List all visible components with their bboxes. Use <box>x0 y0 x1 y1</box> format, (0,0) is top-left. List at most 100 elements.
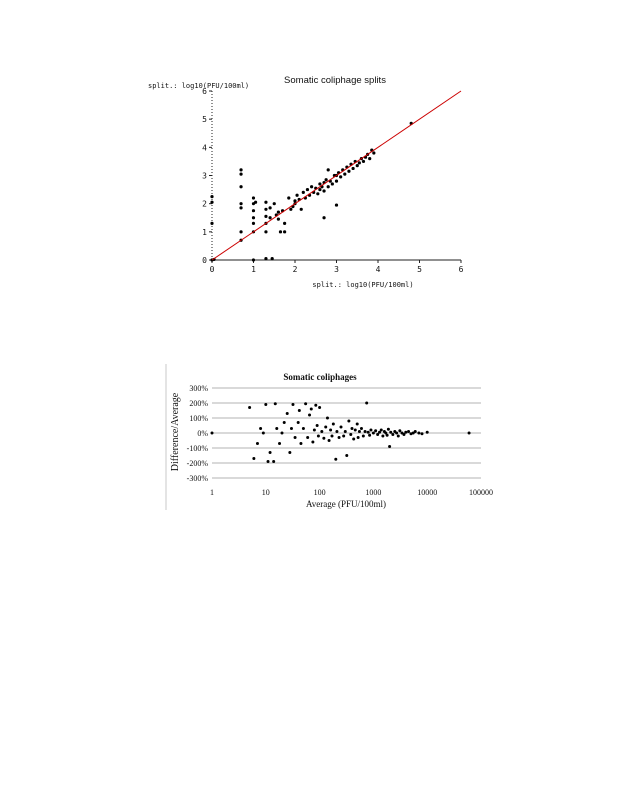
chart1-y-tick-label: 3 <box>202 172 207 181</box>
chart1-y-tick-label: 2 <box>202 200 207 209</box>
chart1-point <box>330 182 334 186</box>
chart2-point <box>322 436 326 440</box>
chart2-point <box>273 402 277 406</box>
chart1-point <box>287 196 291 200</box>
chart1-point <box>210 200 214 204</box>
chart1-point <box>334 179 339 183</box>
chart1-point <box>239 206 243 210</box>
chart2-point <box>385 433 389 437</box>
chart1-point <box>251 216 256 220</box>
chart1-point <box>264 256 268 261</box>
chart1-point <box>347 169 351 173</box>
chart1-point <box>355 164 359 168</box>
chart1-point <box>239 202 243 206</box>
chart1-point <box>283 230 287 234</box>
chart1-point <box>264 230 268 234</box>
chart2-point <box>356 436 360 439</box>
chart2-point <box>379 428 383 432</box>
chart2-point <box>315 424 319 427</box>
chart2-point <box>301 427 305 430</box>
chart1-y-tick-label: 0 <box>202 256 207 265</box>
chart2-point <box>404 430 408 434</box>
chart2-point <box>264 403 268 406</box>
chart2-ylabel: Difference/Average <box>170 392 181 471</box>
chart1-point <box>268 206 272 210</box>
chart2-point <box>350 427 354 430</box>
chart1-fit-line <box>211 90 462 261</box>
chart1-point <box>276 210 280 214</box>
chart1-point <box>251 258 256 262</box>
chart1-point <box>251 209 256 213</box>
chart2-point <box>396 434 400 438</box>
chart2-title: Somatic coliphages <box>283 372 357 382</box>
chart2-point <box>282 421 286 424</box>
chart2-point <box>402 433 406 436</box>
chart1-point <box>210 221 214 225</box>
chart2-x-tick-label: 1000 <box>365 488 381 497</box>
chart2-point <box>368 433 372 437</box>
chart1-point <box>295 193 299 197</box>
chart2-point <box>210 431 214 435</box>
chart2-point <box>334 457 338 461</box>
chart2-point <box>312 428 316 432</box>
chart1-xlabel: split.: log10(PFU/100ml) <box>312 281 413 289</box>
chart1-point <box>322 189 326 193</box>
chart2-point <box>248 406 252 409</box>
chart2-point <box>417 431 421 435</box>
chart2-point <box>361 434 365 438</box>
chart2-point <box>335 430 339 433</box>
chart1-point <box>351 166 355 171</box>
chart2-point <box>278 442 282 445</box>
chart2-point <box>311 440 315 444</box>
chart2-point <box>420 432 424 436</box>
chart1-point <box>239 185 243 189</box>
chart2-y-tick-label: -100% <box>187 444 209 453</box>
chart2-point <box>275 427 279 430</box>
chart1-point <box>305 187 310 192</box>
chart2-point <box>288 451 292 454</box>
chart2-point <box>388 445 392 448</box>
chart2-point <box>280 431 284 435</box>
chart2-x-tick-label: 10000 <box>417 488 437 497</box>
chart2-point <box>353 428 357 432</box>
chart2-x-tick-label: 100 <box>314 488 326 497</box>
chart2-point <box>296 421 300 424</box>
chart1-point <box>239 172 243 176</box>
chart1-point <box>239 230 243 234</box>
chart2-point <box>304 402 308 406</box>
chart2-point <box>378 430 382 434</box>
chart2-point <box>255 442 259 445</box>
chart2-point <box>266 460 270 463</box>
chart2-point <box>371 431 375 435</box>
chart2-point <box>374 429 378 433</box>
chart1-y-tick-label: 6 <box>202 87 207 96</box>
chart1-point <box>283 221 287 225</box>
chart1-point <box>278 230 283 234</box>
chart1-y-tick-label: 4 <box>202 143 207 152</box>
chart1-point <box>253 200 258 204</box>
chart1-point <box>357 161 361 165</box>
chart1-x-tick-label: 6 <box>459 265 464 274</box>
chart1-point <box>268 216 272 220</box>
chart1-point <box>272 202 276 206</box>
chart2-y-tick-label: 0% <box>197 429 208 438</box>
chart2-point <box>314 403 318 407</box>
chart2-point <box>337 436 341 439</box>
chart1-point <box>239 168 243 172</box>
chart2-point <box>316 434 320 438</box>
chart1-point <box>310 185 314 189</box>
chart2-y-tick-label: 200% <box>189 399 208 408</box>
chart1-point <box>326 168 330 172</box>
chart2-point <box>355 422 359 426</box>
chart2-point <box>299 442 303 445</box>
chart2-x-tick-label: 1 <box>210 488 214 497</box>
chart1-point <box>276 217 280 221</box>
chart2-y-tick-label: -200% <box>187 459 209 468</box>
chart2-point <box>259 427 263 430</box>
chart2-point <box>359 427 363 430</box>
chart2-point <box>395 431 399 435</box>
chart2-point <box>309 407 313 411</box>
chart2-xlabel: Average (PFU/100ml) <box>306 499 386 509</box>
